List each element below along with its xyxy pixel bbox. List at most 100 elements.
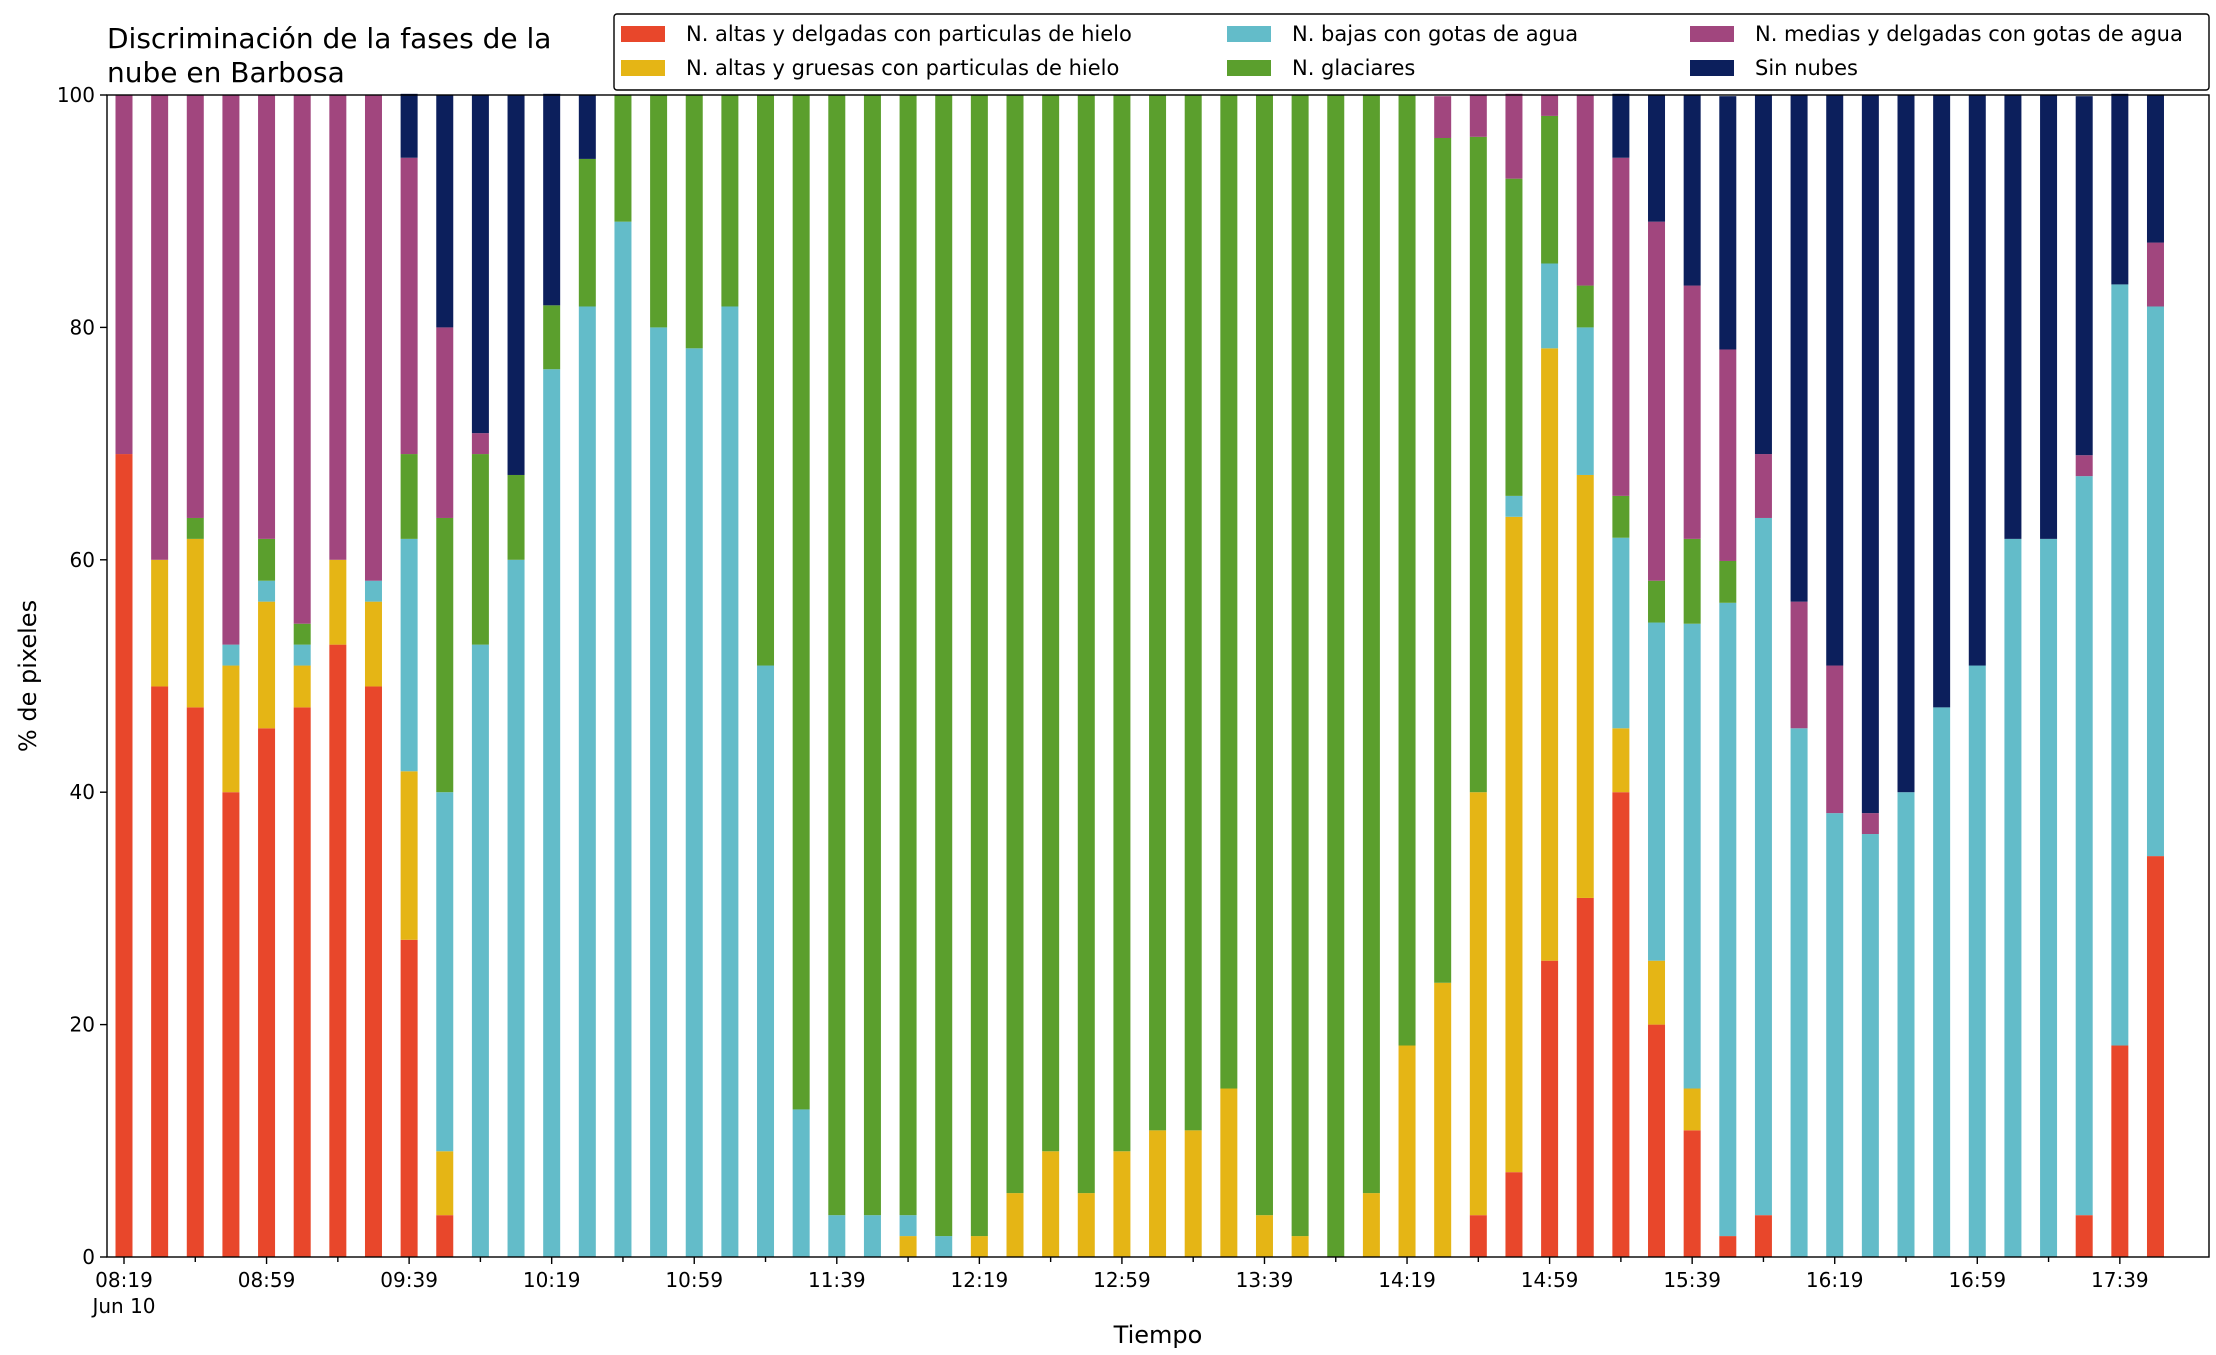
bar-segment — [1683, 538, 1701, 624]
bar-segment — [828, 95, 846, 1216]
bar-segment — [364, 580, 382, 602]
bar-segment — [1648, 95, 1666, 222]
bar-segment — [436, 1151, 454, 1216]
bar-segment — [970, 1236, 988, 1257]
bar-segment — [1826, 813, 1844, 1257]
bar-segment — [115, 454, 133, 1258]
bar-segment — [2111, 284, 2129, 1046]
bar-segment — [1434, 137, 1452, 983]
x-axis-label: Tiempo — [1113, 1321, 1203, 1349]
bar-segment — [1612, 157, 1630, 496]
bar-segment — [507, 95, 525, 475]
x-tick-label: 14:59 — [1521, 1268, 1579, 1292]
bar-segment — [2075, 96, 2093, 456]
legend-swatch — [621, 60, 665, 76]
legend-label: Sin nubes — [1755, 56, 1858, 80]
bar-segment — [614, 95, 632, 222]
bar-segment — [151, 95, 169, 560]
bar-segment — [757, 95, 775, 666]
legend-swatch — [1690, 60, 1734, 76]
bar-segment — [1612, 792, 1630, 1257]
bar-segment — [293, 623, 311, 645]
bar-segment — [1042, 1151, 1060, 1257]
bar-segment — [1505, 1172, 1523, 1257]
bar-segment — [1683, 623, 1701, 1089]
bar-segment — [186, 517, 204, 539]
bar-segment — [685, 348, 703, 1257]
bar-segment — [1113, 95, 1131, 1152]
bar-segment — [1648, 960, 1666, 1025]
bar-segment — [1790, 728, 1808, 1257]
bar-segment — [1719, 602, 1737, 1237]
bar-segment — [151, 559, 169, 687]
bar-segment — [1398, 1045, 1416, 1257]
bar-segment — [436, 95, 454, 328]
bar-segment — [1541, 95, 1559, 116]
bar-segment — [400, 771, 418, 940]
x-tick-label: 15:39 — [1663, 1268, 1721, 1292]
bar-segment — [1362, 1193, 1380, 1257]
bar-segment — [863, 1215, 881, 1257]
bar-segment — [2146, 95, 2164, 243]
y-tick-label: 60 — [70, 548, 95, 572]
bar-segment — [364, 95, 382, 581]
bar-segment — [258, 538, 276, 581]
legend-label: N. altas y delgadas con particulas de hi… — [686, 22, 1132, 46]
bar-segment — [578, 306, 596, 1257]
bar-segment — [1719, 349, 1737, 561]
bar-segment — [1683, 1088, 1701, 1131]
bar-segment — [364, 601, 382, 687]
bar-segment — [685, 95, 703, 349]
bar-segment — [899, 95, 917, 1216]
bar-segment — [2075, 455, 2093, 477]
bar-segment — [364, 686, 382, 1257]
bar-segment — [293, 644, 311, 666]
bar-segment — [1505, 93, 1523, 179]
bar-segment — [1897, 95, 1915, 793]
bar-segment — [2111, 93, 2129, 285]
bar-segment — [614, 221, 632, 1258]
x-tick-label: 08:59 — [238, 1268, 296, 1292]
bar-segment — [757, 665, 775, 1257]
bar-segment — [1255, 95, 1273, 1216]
bar-segment — [400, 157, 418, 455]
bar-segment — [1006, 1193, 1024, 1257]
bar-segment — [258, 601, 276, 729]
bar-segment — [1754, 454, 1772, 518]
bar-segment — [828, 1215, 846, 1257]
x-tick-label: 16:19 — [1806, 1268, 1864, 1292]
bar-segment — [1683, 95, 1701, 286]
bar-segment — [1719, 560, 1737, 603]
bar-segment — [1612, 728, 1630, 793]
bar-segment — [1291, 1236, 1309, 1257]
bar-segment — [436, 517, 454, 793]
bar-segment — [258, 728, 276, 1257]
x-tick-label: 12:59 — [1093, 1268, 1151, 1292]
bar-segment — [329, 95, 347, 560]
bar-segment — [1220, 1088, 1238, 1257]
bar-segment — [792, 95, 810, 1110]
bar-segment — [1861, 834, 1879, 1257]
bar-segment — [1826, 95, 1844, 666]
bar-segment — [1362, 95, 1380, 1194]
bar-segment — [1541, 115, 1559, 264]
bar-segment — [970, 95, 988, 1237]
bar-segment — [507, 474, 525, 560]
bar-segment — [471, 454, 489, 645]
bar-segment — [2004, 538, 2022, 1257]
bar-segment — [650, 95, 668, 328]
bar-segment — [2040, 95, 2058, 539]
bar-segment — [1648, 221, 1666, 581]
bar-segment — [1576, 285, 1594, 328]
bar-segment — [543, 369, 561, 1257]
bar-segment — [293, 707, 311, 1257]
bar-segment — [1505, 516, 1523, 1173]
bar-segment — [1576, 95, 1594, 286]
x-tick-label: 14:19 — [1378, 1268, 1436, 1292]
bar-segment — [2146, 242, 2164, 307]
bar-segment — [329, 559, 347, 645]
bar-segment — [2111, 1045, 2129, 1257]
bar-segment — [186, 538, 204, 708]
bar-segment — [1790, 95, 1808, 602]
